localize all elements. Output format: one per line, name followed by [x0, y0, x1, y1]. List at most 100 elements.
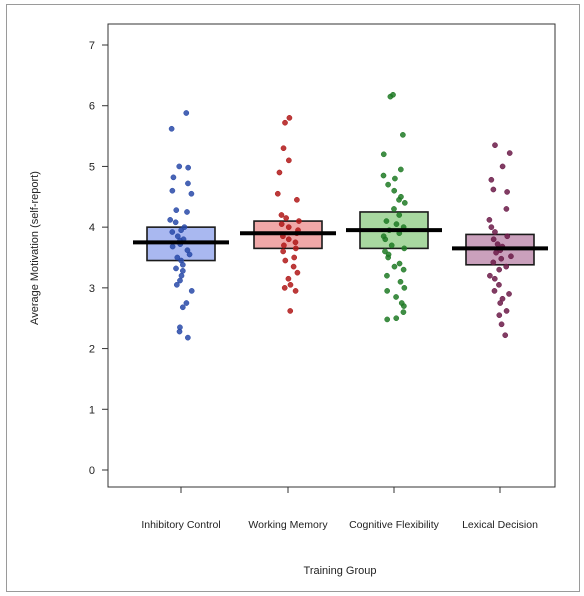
x-tick-label: Lexical Decision — [462, 519, 538, 531]
data-point — [286, 115, 293, 121]
data-point — [167, 217, 174, 223]
data-point — [292, 288, 299, 294]
data-point — [391, 263, 398, 270]
data-point — [276, 169, 283, 176]
data-point — [401, 303, 407, 309]
data-point — [184, 209, 190, 215]
data-point — [385, 254, 391, 261]
data-point — [400, 309, 407, 315]
data-point — [278, 221, 285, 227]
data-point — [179, 261, 186, 268]
data-point — [173, 207, 180, 213]
data-point — [169, 187, 176, 194]
data-point — [491, 275, 498, 282]
data-point — [504, 189, 510, 195]
data-point — [490, 259, 497, 266]
data-point — [168, 125, 175, 132]
data-point — [292, 245, 299, 252]
y-tick-label: 2 — [89, 344, 95, 356]
data-point — [499, 163, 506, 170]
data-point — [177, 277, 183, 284]
data-point — [286, 157, 292, 164]
data-point — [397, 278, 404, 285]
data-point — [488, 224, 495, 230]
data-point — [178, 227, 184, 234]
data-point — [285, 275, 292, 282]
data-point — [294, 196, 300, 203]
data-point — [393, 221, 400, 227]
data-point — [384, 288, 390, 294]
data-point — [503, 263, 510, 270]
data-point — [502, 332, 509, 339]
data-point — [185, 180, 191, 187]
data-point — [490, 186, 497, 193]
data-point — [183, 300, 190, 306]
data-point — [188, 288, 195, 294]
data-point — [393, 294, 399, 300]
data-point — [178, 272, 185, 279]
x-tick-label: Inhibitory Control — [141, 519, 220, 531]
data-point — [290, 263, 297, 270]
y-tick-label: 0 — [89, 465, 95, 477]
data-point — [176, 163, 183, 170]
y-tick-label: 5 — [89, 161, 95, 173]
plot-border — [107, 23, 556, 488]
data-point — [170, 174, 177, 181]
data-point — [384, 272, 390, 279]
data-point — [281, 242, 287, 249]
y-tick-label: 4 — [89, 222, 95, 234]
data-point — [185, 334, 191, 341]
data-point — [169, 229, 176, 235]
data-point — [491, 288, 498, 294]
data-point — [174, 254, 181, 261]
data-point — [391, 187, 398, 194]
box-strip-chart: 0 1 2 3 4 5 6 7 Inhibitory Control Working Memory… — [29, 23, 556, 577]
data-point — [282, 119, 288, 126]
y-tick-label: 1 — [89, 404, 95, 416]
data-point — [185, 164, 192, 171]
data-point — [291, 254, 298, 261]
data-point — [503, 206, 510, 212]
data-point — [391, 206, 397, 212]
data-point — [506, 150, 513, 156]
data-point — [278, 212, 285, 218]
data-point — [496, 281, 502, 288]
data-point — [296, 218, 302, 224]
data-point — [285, 236, 292, 243]
data-point — [508, 253, 514, 260]
data-point — [282, 257, 289, 264]
data-point — [396, 196, 402, 203]
data-point — [488, 176, 495, 183]
data-point — [183, 110, 190, 116]
data-point — [401, 285, 408, 291]
data-point — [383, 218, 390, 224]
data-point — [490, 236, 497, 243]
y-tick-label: 7 — [89, 40, 95, 52]
data-point — [294, 269, 301, 276]
data-point — [186, 251, 193, 258]
data-point — [188, 190, 195, 197]
data-point — [172, 219, 179, 226]
x-tick-label: Working Memory — [248, 519, 328, 531]
data-point — [280, 248, 286, 255]
data-point — [169, 243, 176, 250]
data-point — [396, 260, 403, 267]
data-point — [287, 281, 294, 288]
data-point — [176, 328, 183, 335]
data-point — [494, 241, 501, 247]
data-point — [173, 265, 179, 272]
data-point — [283, 215, 289, 221]
data-point — [179, 268, 186, 274]
axes: 0 1 2 3 4 5 6 7 Inhibitory Control Working Memory… — [89, 23, 556, 531]
data-point — [179, 304, 186, 311]
data-point — [401, 200, 408, 206]
data-point — [487, 272, 493, 279]
x-axis-label: Training Group — [304, 565, 377, 577]
data-point — [493, 249, 499, 256]
data-point — [498, 321, 505, 328]
data-point — [498, 255, 505, 262]
data-point — [287, 308, 294, 314]
data-point — [173, 281, 180, 288]
data-point — [382, 248, 388, 255]
data-point — [384, 316, 391, 323]
